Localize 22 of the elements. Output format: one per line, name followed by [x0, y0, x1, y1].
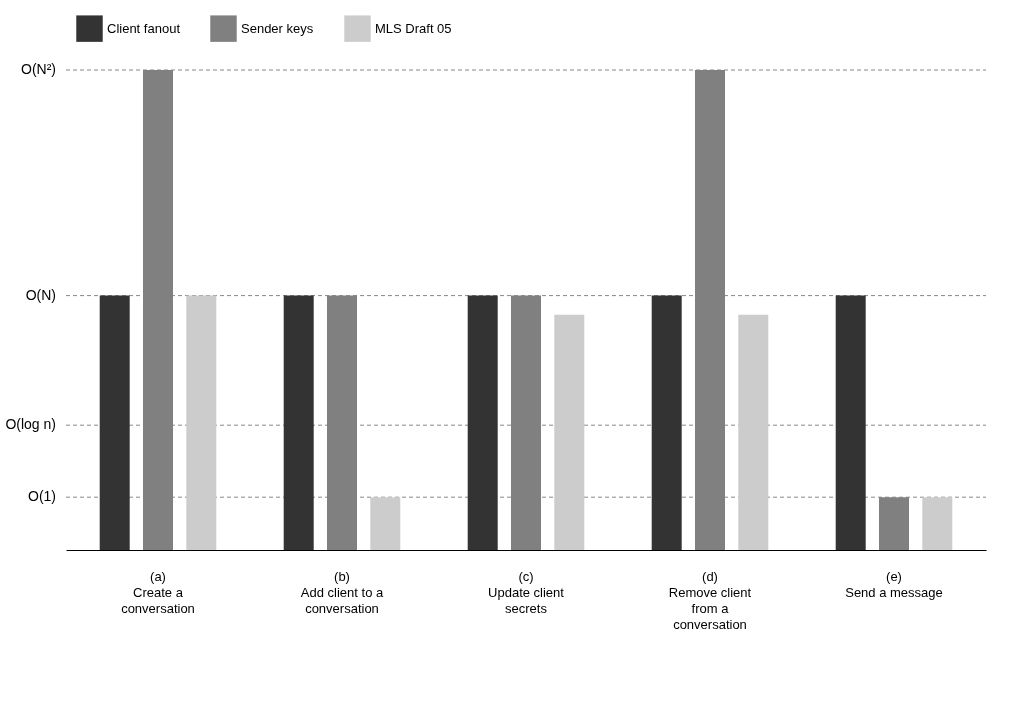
- bar: [922, 497, 953, 550]
- legend-label: Client fanout: [107, 20, 181, 36]
- x-tick-label: (d) Remove client from a conversation: [668, 568, 752, 632]
- ref-line-label: O(N²): [21, 61, 56, 77]
- bar: [186, 295, 217, 550]
- bar: [370, 497, 401, 550]
- ref-line-label: O(1): [28, 488, 56, 505]
- bar: [651, 295, 682, 550]
- x-tick-label: (c) Update client secrets: [488, 568, 565, 616]
- bar: [738, 314, 769, 550]
- x-tick-label: (b) Add client to a conversation: [300, 568, 384, 616]
- x-tick-label: (a) Create a conversation: [121, 568, 195, 616]
- legend-label: Sender keys: [241, 20, 314, 36]
- bar: [554, 314, 585, 550]
- legend-label: MLS Draft 05: [375, 20, 452, 36]
- ref-line-label: O(N): [25, 286, 56, 303]
- bar: [283, 295, 314, 550]
- bar: [835, 295, 866, 550]
- bar: [467, 295, 498, 550]
- x-tick-label: (e) Send a message: [845, 568, 943, 600]
- ref-line-label: O(log n): [5, 416, 56, 433]
- bar: [99, 295, 130, 550]
